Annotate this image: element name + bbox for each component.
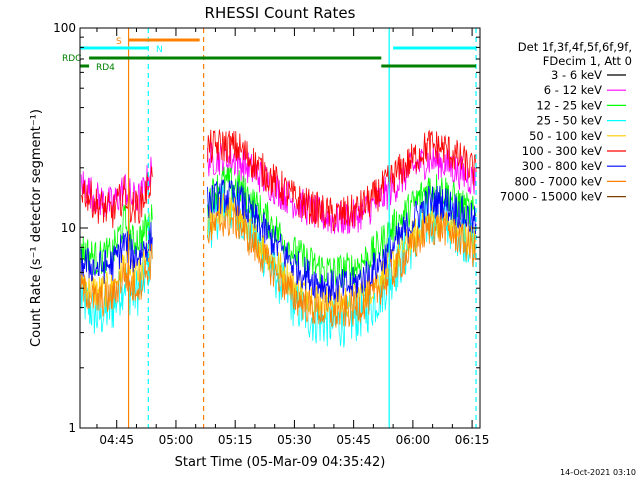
plot-area: S N RDC RD4 (62, 27, 481, 429)
chart-title: RHESSI Count Rates (205, 4, 356, 22)
flag-label-n: N (156, 45, 163, 55)
legend-label: 25 - 50 keV (536, 114, 602, 128)
x-tick-label: 04:45 (99, 433, 134, 447)
series-line-12-25-kev (80, 166, 477, 289)
y-tick-label: 1 (68, 421, 76, 435)
x-axis: 04:45 05:00 05:15 05:30 05:45 06:00 06:15 (96, 28, 490, 447)
series-line-800-7000-kev (80, 204, 477, 328)
legend-label: 6 - 12 keV (544, 83, 602, 97)
x-tick-label: 06:15 (455, 433, 490, 447)
flag-label-rdc: RDC (62, 54, 81, 64)
y-axis-label: Count Rate (s⁻¹ detector segment⁻¹) (29, 109, 44, 347)
y-tick-label: 100 (53, 21, 76, 35)
legend-label: 100 - 300 keV (522, 144, 602, 158)
legend-label: 7000 - 15000 keV (500, 190, 602, 204)
x-tick-label: 05:15 (218, 433, 253, 447)
legend-label: 300 - 800 keV (522, 159, 602, 173)
legend-header-line-1: Det 1f,3f,4f,5f,6f,9f, (518, 40, 632, 54)
legend-label: 800 - 7000 keV (514, 174, 602, 188)
series-line-100-300-kev (80, 129, 477, 232)
legend-label: 3 - 6 keV (551, 68, 602, 82)
y-tick-label: 10 (61, 221, 76, 235)
series-layer (80, 129, 477, 348)
x-tick-label: 05:45 (336, 433, 371, 447)
y-axis: 1 10 100 (53, 21, 480, 435)
timestamp: 14-Oct-2021 03:10 (560, 468, 636, 477)
flag-label-s: S (116, 37, 122, 47)
legend-label: 12 - 25 keV (536, 98, 602, 112)
series-line-300-800-kev (80, 179, 477, 303)
flag-bars: S N RDC RD4 (62, 37, 477, 73)
legend: Det 1f,3f,4f,5f,6f,9f, FDecim 1, Att 0 3… (500, 40, 632, 204)
x-tick-label: 06:00 (396, 433, 431, 447)
legend-header-line-2: FDecim 1, Att 0 (543, 54, 632, 68)
x-tick-label: 05:00 (159, 433, 194, 447)
x-tick-label: 05:30 (277, 433, 312, 447)
flag-label-rd4: RD4 (96, 63, 115, 73)
x-axis-label: Start Time (05-Mar-09 04:35:42) (175, 455, 386, 470)
legend-label: 50 - 100 keV (529, 129, 602, 143)
